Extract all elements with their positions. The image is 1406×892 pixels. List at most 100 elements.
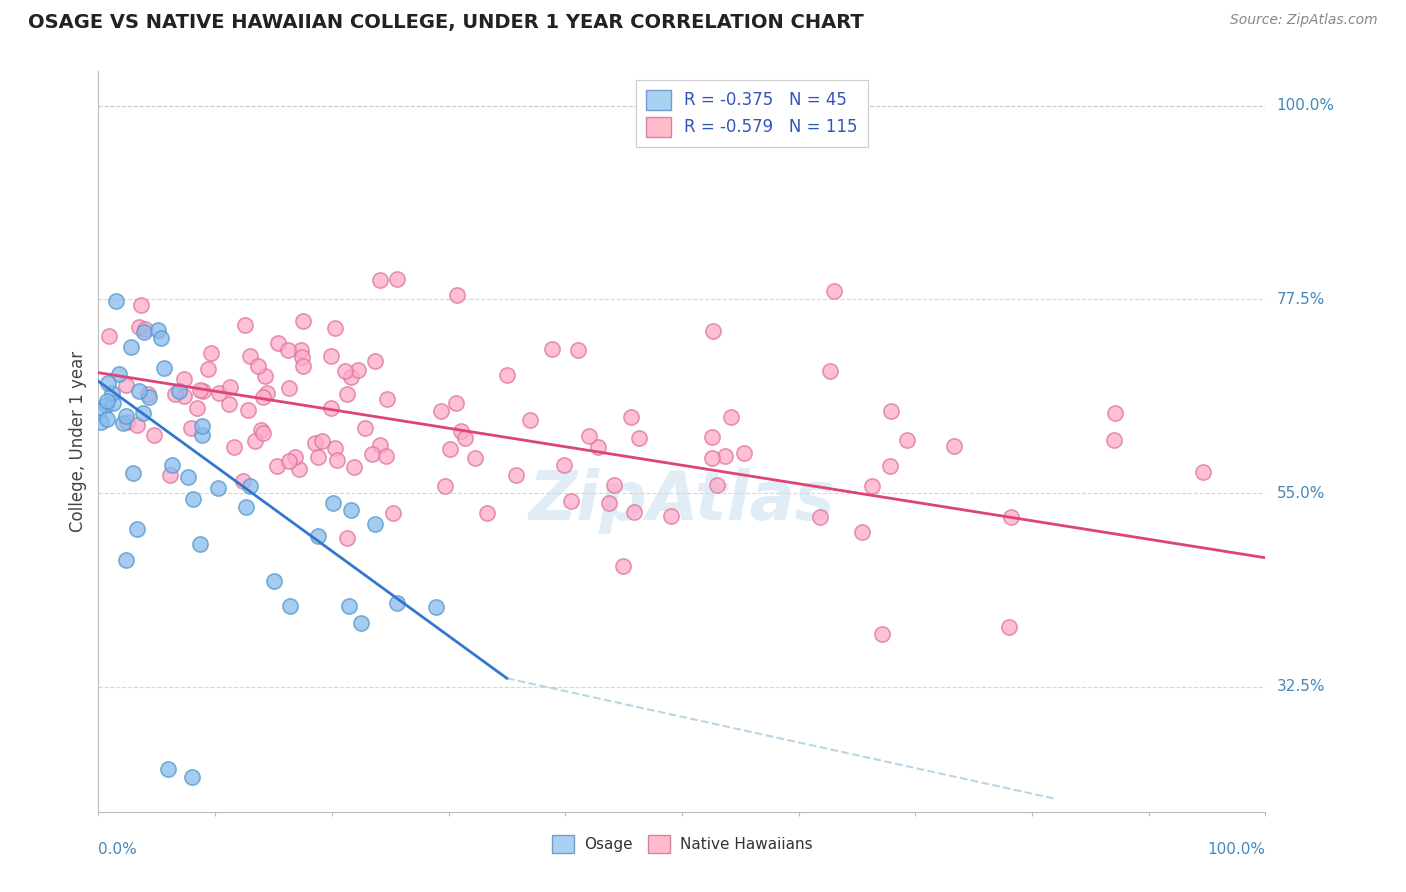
Point <box>567 343 589 357</box>
Point <box>702 324 724 338</box>
Point <box>627 431 650 445</box>
Point <box>288 462 311 476</box>
Point <box>880 404 903 418</box>
Point <box>128 384 150 398</box>
Point <box>181 491 204 506</box>
Point <box>207 481 229 495</box>
Point <box>284 450 307 465</box>
Point <box>267 336 290 351</box>
Point <box>304 436 326 450</box>
Text: 77.5%: 77.5% <box>1277 292 1324 307</box>
Point <box>173 389 195 403</box>
Text: 100.0%: 100.0% <box>1277 98 1334 113</box>
Point <box>505 468 527 483</box>
Point <box>180 770 202 784</box>
Point <box>263 574 285 588</box>
Point <box>307 450 329 464</box>
Point <box>186 401 208 416</box>
Point <box>278 454 301 468</box>
Point <box>851 525 873 540</box>
Point <box>188 383 211 397</box>
Point <box>96 412 118 426</box>
Point <box>364 516 387 531</box>
Point <box>307 528 329 542</box>
Point <box>997 619 1019 633</box>
Point <box>1102 433 1125 447</box>
Point <box>702 429 724 443</box>
Point <box>612 559 634 574</box>
Point <box>360 447 382 461</box>
Point <box>453 431 475 445</box>
Point <box>127 418 149 433</box>
Point <box>104 294 127 309</box>
Point <box>252 425 274 440</box>
Point <box>173 372 195 386</box>
Point <box>347 363 370 377</box>
Point <box>115 552 138 566</box>
Point <box>190 536 212 550</box>
Point <box>870 627 893 641</box>
Text: Source: ZipAtlas.com: Source: ZipAtlas.com <box>1230 13 1378 28</box>
Point <box>115 378 138 392</box>
Point <box>343 459 366 474</box>
Point <box>292 314 315 328</box>
Point <box>90 415 112 429</box>
Point <box>239 479 262 493</box>
Point <box>115 409 138 423</box>
Point <box>200 345 222 359</box>
Point <box>94 398 117 412</box>
Point <box>180 420 202 434</box>
Point <box>1104 406 1126 420</box>
Point <box>808 510 831 524</box>
Point <box>368 272 391 286</box>
Point <box>256 386 278 401</box>
Point <box>714 450 737 464</box>
Point <box>278 381 301 395</box>
Point <box>702 451 724 466</box>
Point <box>146 323 169 337</box>
Point <box>97 329 120 343</box>
Point <box>387 596 409 610</box>
Point <box>333 364 356 378</box>
Point <box>132 326 155 340</box>
Point <box>290 343 312 357</box>
Y-axis label: College, Under 1 year: College, Under 1 year <box>69 351 87 533</box>
Point <box>353 421 375 435</box>
Point <box>336 531 359 545</box>
Point <box>191 428 214 442</box>
Point <box>1191 465 1213 479</box>
Point <box>560 493 582 508</box>
Point <box>425 599 447 614</box>
Point <box>239 349 262 363</box>
Point <box>169 384 191 398</box>
Point <box>232 474 254 488</box>
Point <box>433 478 456 492</box>
Point <box>619 409 641 424</box>
Point <box>138 390 160 404</box>
Point <box>659 508 682 523</box>
Point <box>623 505 645 519</box>
Point <box>862 479 884 493</box>
Point <box>477 506 499 520</box>
Point <box>323 320 346 334</box>
Text: 100.0%: 100.0% <box>1208 842 1265 857</box>
Point <box>266 458 288 473</box>
Point <box>136 387 159 401</box>
Point <box>385 271 408 285</box>
Point <box>191 418 214 433</box>
Point <box>896 433 918 447</box>
Point <box>89 404 111 418</box>
Point <box>439 442 461 457</box>
Point <box>277 343 299 358</box>
Point <box>132 406 155 420</box>
Point <box>97 376 120 390</box>
Point <box>253 369 276 384</box>
Point <box>326 453 349 467</box>
Point <box>150 331 173 345</box>
Point <box>375 392 398 406</box>
Point <box>111 416 134 430</box>
Point <box>598 495 620 509</box>
Point <box>337 599 360 613</box>
Point <box>553 458 575 472</box>
Point <box>193 384 215 398</box>
